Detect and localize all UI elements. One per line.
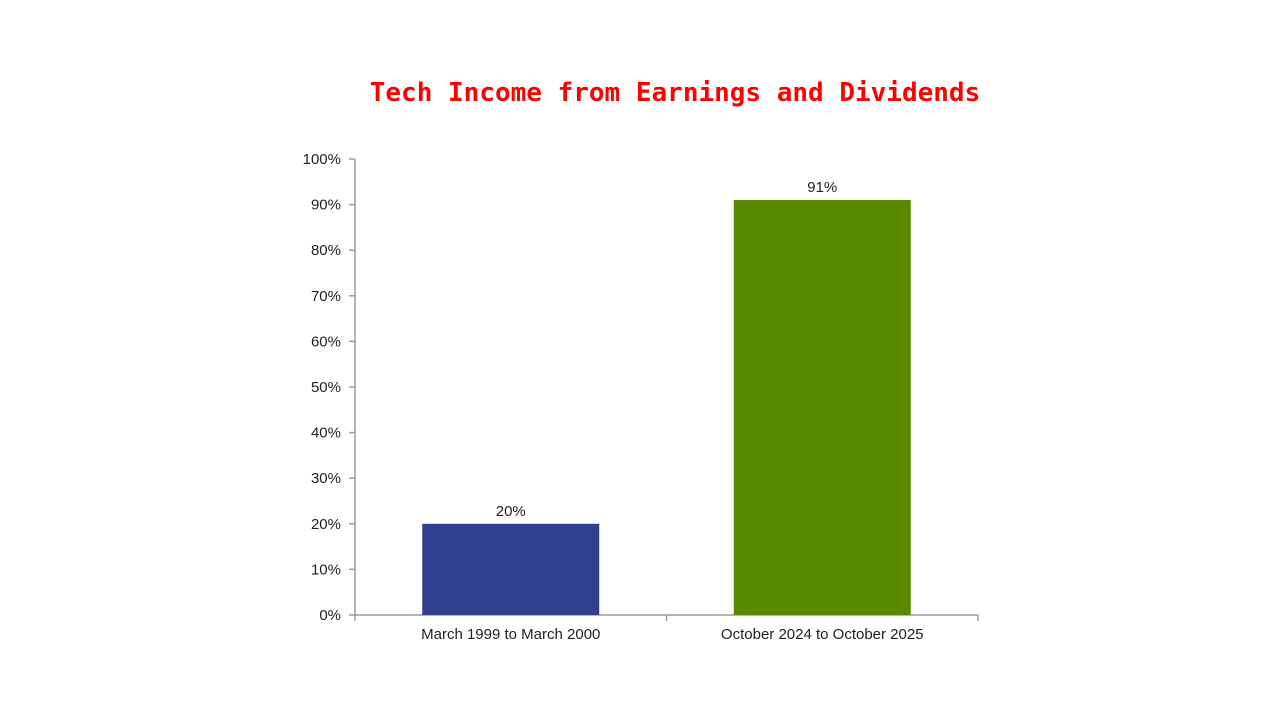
chart-title: Tech Income from Earnings and Dividends [369, 78, 981, 108]
bar-data-label: 91% [807, 179, 837, 196]
y-tick-label: 100% [303, 151, 341, 168]
y-tick-label: 60% [311, 333, 341, 350]
y-tick-label: 10% [311, 561, 341, 578]
y-tick-label: 80% [311, 242, 341, 259]
y-tick-label: 70% [311, 288, 341, 305]
y-tick-label: 30% [311, 470, 341, 487]
y-tick-label: 40% [311, 425, 341, 442]
bar-data-label: 20% [496, 503, 526, 520]
x-category-label: October 2024 to October 2025 [721, 626, 924, 643]
chart-labels: 20% March 1999 to March 2000 91% October 20… [421, 179, 923, 643]
x-category-label: March 1999 to March 2000 [421, 626, 600, 643]
y-tick-label: 90% [311, 197, 341, 214]
y-tick-label: 20% [311, 516, 341, 533]
y-axis-ticks: 0% 10% 20% 30% 40% 50% 60% 70% 80% 90% 100% [303, 151, 355, 624]
y-tick-label: 0% [319, 607, 341, 624]
bar [422, 523, 600, 615]
y-tick-label: 50% [311, 379, 341, 396]
chart-bars [422, 200, 911, 616]
bar [733, 200, 911, 616]
